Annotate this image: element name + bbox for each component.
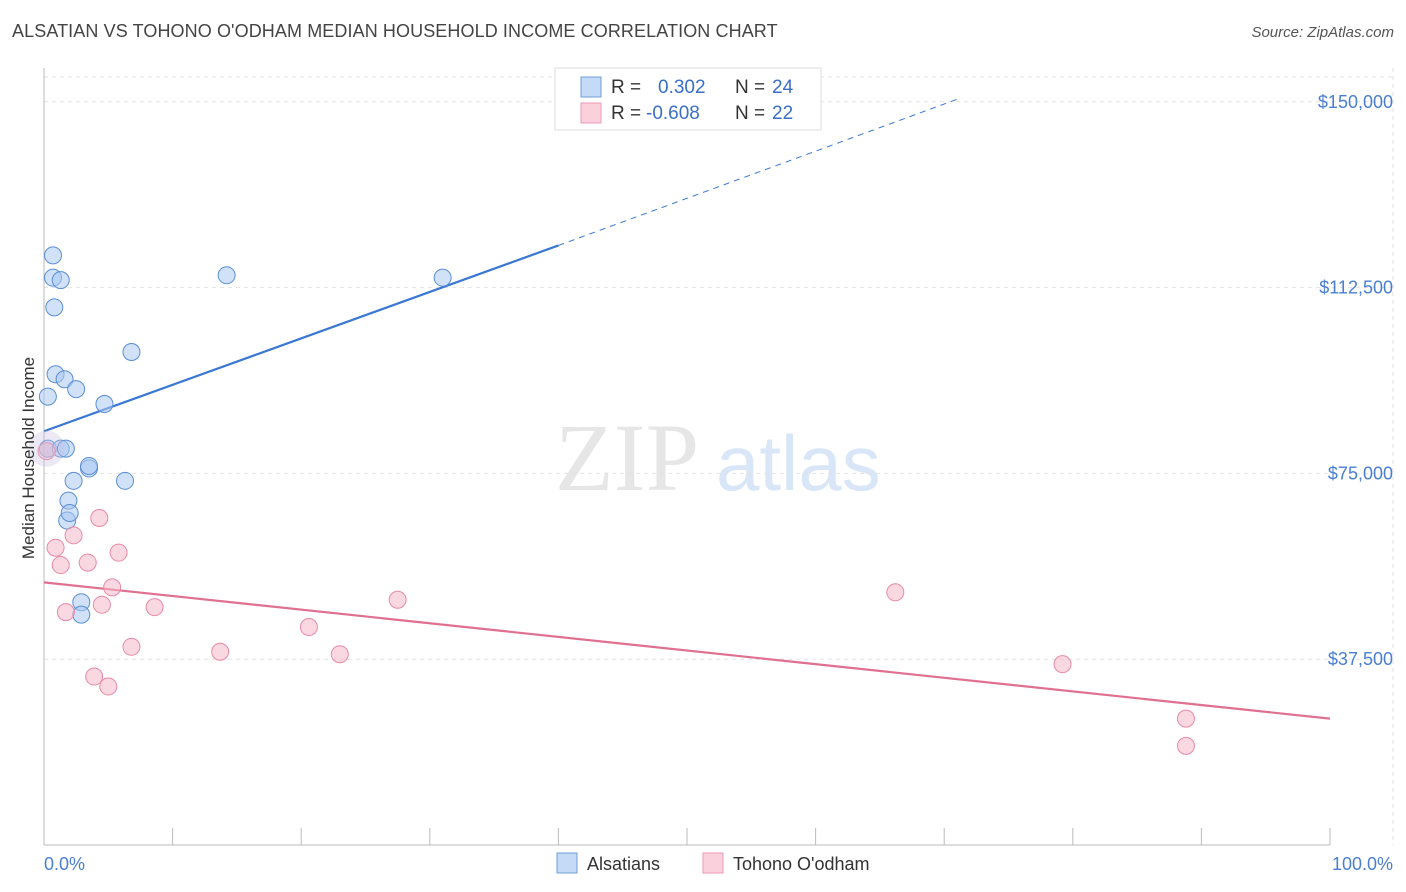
y-tick-labels: $37,500 $75,000 $112,500 $150,000 bbox=[1318, 92, 1393, 669]
legend-n-label-2: N = bbox=[735, 103, 765, 124]
chart-title: ALSATIAN VS TOHONO O'ODHAM MEDIAN HOUSEH… bbox=[12, 21, 778, 41]
data-points bbox=[28, 246, 1195, 755]
point-tohono-10 bbox=[103, 578, 122, 597]
y-tick-label-1: $75,000 bbox=[1328, 463, 1393, 483]
point-alsatians-6 bbox=[51, 271, 70, 290]
point-alsatians-9 bbox=[56, 439, 75, 458]
legend-r-value-2: -0.608 bbox=[646, 103, 700, 124]
point-tohono-14 bbox=[211, 642, 230, 661]
point-tohono-19 bbox=[1053, 655, 1072, 674]
correlation-legend: R = 0.302 N = 24 R = -0.608 N = 22 bbox=[554, 67, 822, 131]
point-alsatians-3 bbox=[44, 246, 63, 265]
point-tohono-18 bbox=[886, 583, 905, 602]
point-alsatians-12 bbox=[60, 504, 79, 523]
point-alsatians-22 bbox=[217, 266, 236, 285]
bottom-legend-swatch-tohono bbox=[702, 852, 724, 874]
trend-line-1 bbox=[43, 581, 1331, 720]
trend-lines bbox=[43, 98, 1331, 720]
series-legend: Alsatians Tohono O'odham bbox=[556, 852, 870, 874]
point-alsatians-1 bbox=[38, 387, 57, 406]
point-tohono-21 bbox=[1176, 736, 1195, 755]
point-tohono-17 bbox=[388, 590, 407, 609]
legend-n-value-2: 22 bbox=[772, 103, 793, 124]
point-tohono-9 bbox=[99, 677, 118, 696]
point-tohono-7 bbox=[90, 508, 109, 527]
trend-line-0 bbox=[43, 244, 559, 433]
watermark-atlas: atlas bbox=[716, 419, 881, 507]
point-alsatians-13 bbox=[64, 471, 83, 490]
bottom-legend-label-tohono: Tohono O'odham bbox=[733, 854, 870, 874]
point-tohono-20 bbox=[1176, 709, 1195, 728]
point-cluster-origin bbox=[28, 430, 65, 467]
legend-n-label-1: N = bbox=[735, 77, 765, 98]
point-tohono-16 bbox=[330, 645, 349, 664]
point-alsatians-20 bbox=[116, 471, 135, 490]
legend-swatch-alsatians bbox=[580, 76, 602, 98]
legend-r-value-1: 0.302 bbox=[658, 77, 706, 98]
legend-r-label-1: R = bbox=[611, 77, 641, 98]
point-tohono-5 bbox=[78, 553, 97, 572]
point-tohono-1 bbox=[46, 538, 65, 557]
point-alsatians-18 bbox=[80, 456, 99, 475]
y-tick-label-3: $150,000 bbox=[1318, 92, 1393, 112]
bottom-legend-swatch-alsatians bbox=[556, 852, 578, 874]
point-alsatians-14 bbox=[67, 380, 86, 399]
legend-swatch-tohono bbox=[580, 102, 602, 124]
point-alsatians-8 bbox=[55, 370, 74, 389]
point-alsatians-16 bbox=[72, 605, 91, 624]
point-tohono-11 bbox=[109, 543, 128, 562]
point-tohono-13 bbox=[145, 598, 164, 617]
bottom-legend-label-alsatians: Alsatians bbox=[587, 854, 660, 874]
point-alsatians-23 bbox=[433, 268, 452, 287]
legend-r-label-2: R = bbox=[611, 103, 641, 124]
point-alsatians-19 bbox=[95, 395, 114, 414]
point-tohono-2 bbox=[51, 556, 70, 575]
point-tohono-15 bbox=[299, 617, 318, 636]
point-tohono-3 bbox=[56, 603, 75, 622]
point-tohono-4 bbox=[64, 526, 83, 545]
y-axis-label: Median Household Income bbox=[19, 357, 38, 559]
x-tick-label-max: 100.0% bbox=[1332, 854, 1393, 874]
axes bbox=[43, 68, 1331, 846]
point-alsatians-21 bbox=[122, 342, 141, 361]
point-alsatians-4 bbox=[45, 298, 64, 317]
point-tohono-8 bbox=[92, 595, 111, 614]
legend-n-value-1: 24 bbox=[772, 77, 794, 98]
watermark-zip: ZIP bbox=[555, 404, 699, 511]
point-tohono-6 bbox=[85, 667, 104, 686]
point-tohono-12 bbox=[122, 637, 141, 656]
y-tick-label-2: $112,500 bbox=[1319, 278, 1393, 298]
trend-line-extension-0 bbox=[558, 98, 958, 246]
source-label: Source: ZipAtlas.com bbox=[1251, 24, 1394, 41]
point-tohono-0 bbox=[37, 442, 56, 461]
x-tick-label-min: 0.0% bbox=[44, 854, 85, 874]
y-tick-label-0: $37,500 bbox=[1328, 649, 1393, 669]
